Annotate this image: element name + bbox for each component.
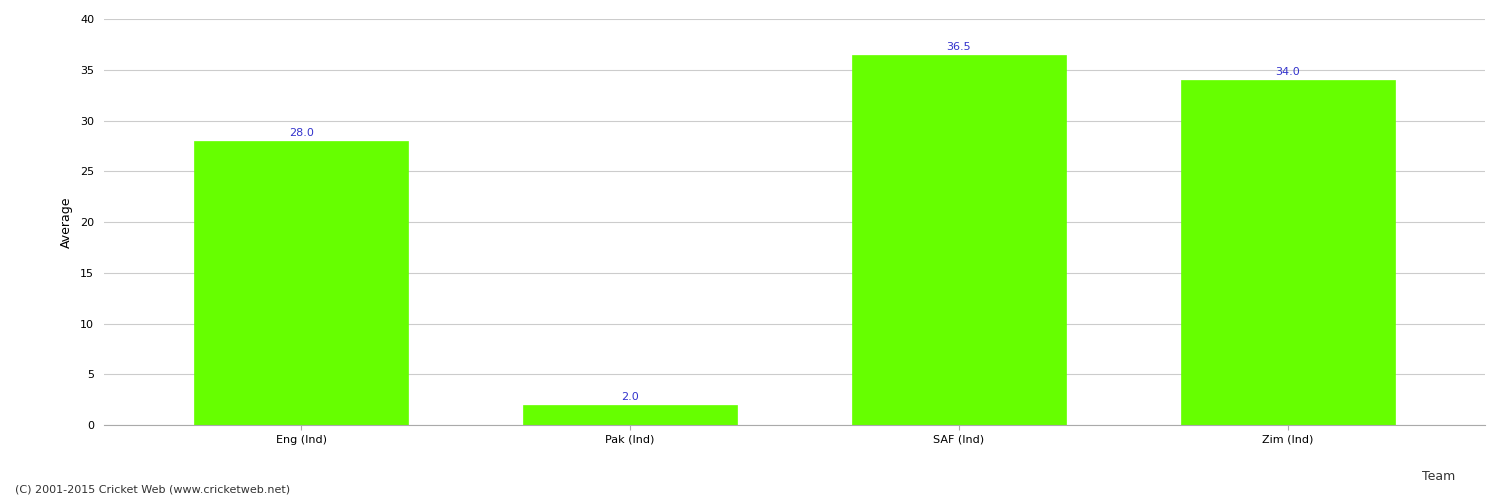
- Text: 28.0: 28.0: [288, 128, 314, 138]
- Bar: [1180, 80, 1395, 426]
- Text: Team: Team: [1422, 470, 1455, 483]
- Bar: [524, 405, 736, 425]
- Text: 34.0: 34.0: [1275, 67, 1300, 77]
- Y-axis label: Average: Average: [60, 196, 74, 248]
- Text: 2.0: 2.0: [621, 392, 639, 402]
- Bar: [194, 141, 408, 426]
- Text: (C) 2001-2015 Cricket Web (www.cricketweb.net): (C) 2001-2015 Cricket Web (www.cricketwe…: [15, 485, 290, 495]
- Bar: [852, 54, 1065, 426]
- Text: 36.5: 36.5: [946, 42, 970, 51]
